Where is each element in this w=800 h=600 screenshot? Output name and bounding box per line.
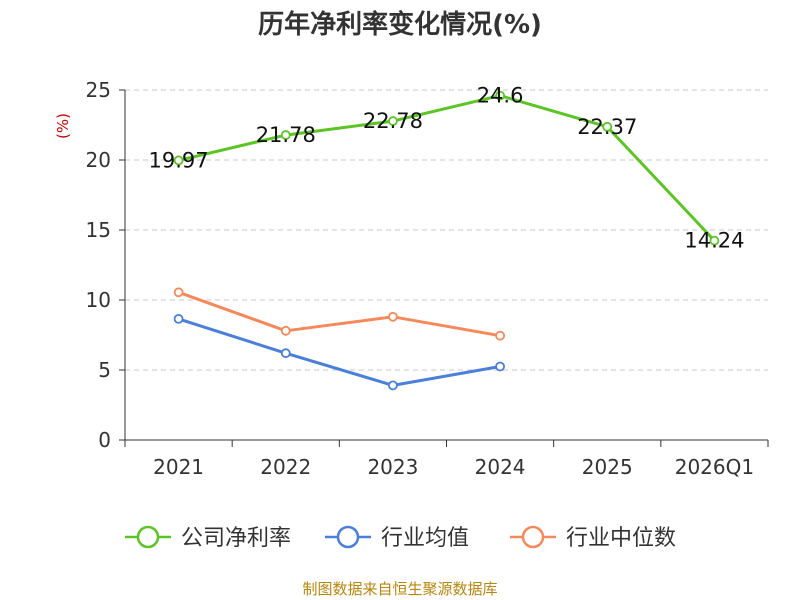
data-label: 24.6 [477,84,524,108]
y-tick-label: 25 [86,78,111,102]
data-point [280,325,291,336]
legend-marker [336,525,360,549]
legend-marker [136,525,160,549]
x-tick-label: 2025 [582,455,633,479]
data-point [388,380,398,391]
data-label: 22.78 [363,109,423,133]
data-point [495,330,505,341]
y-axis-label: (%) [54,113,72,139]
x-tick-label: 2021 [153,455,204,479]
chart-title: 历年净利率变化情况(%) [258,10,542,40]
y-tick-label: 0 [98,428,111,452]
series-line-2 [178,290,501,338]
data-point [280,348,291,359]
data-point [173,155,184,166]
series-line-0 [178,94,716,242]
data-point [173,287,184,298]
legend-item-2[interactable]: 行业中位数 [510,525,676,551]
data-label: 19.97 [149,148,209,172]
y-tick-label: 5 [98,358,111,382]
y-tick-label: 15 [86,218,111,242]
legend-label: 公司净利率 [181,526,291,551]
data-source-note: 制图数据来自恒生聚源数据库 [302,580,498,598]
data-point [173,313,184,324]
data-point [495,361,505,372]
legend-item-1[interactable]: 行业均值 [325,525,469,551]
legend-label: 行业中位数 [566,526,676,551]
legend-marker [521,525,545,549]
y-tick-label: 20 [86,148,111,172]
data-point [602,121,613,132]
data-point [280,130,291,140]
data-point [709,235,720,246]
series-line-1 [178,317,501,387]
x-tick-label: 2024 [475,455,526,479]
grid-layer [125,89,768,371]
data-point [388,116,398,126]
data-point [388,311,398,322]
series-layer [173,90,720,391]
legend-label: 行业均值 [381,526,469,551]
data-label-layer: 19.97 21.78 22.78 24.6 22.37 14.24 [149,84,745,253]
x-tick-label: 2023 [367,455,418,479]
data-label: 21.78 [256,123,316,147]
legend-item-0[interactable]: 公司净利率 [125,525,291,551]
data-point [495,90,505,101]
legend[interactable]: 公司净利率 行业均值 行业中位数 [125,525,676,551]
y-tick-label: 10 [86,288,111,312]
x-tick-label: 2022 [260,455,311,479]
x-tick-label: 2026Q1 [675,455,754,479]
data-label: 14.24 [684,229,744,253]
data-label: 22.37 [577,115,637,139]
